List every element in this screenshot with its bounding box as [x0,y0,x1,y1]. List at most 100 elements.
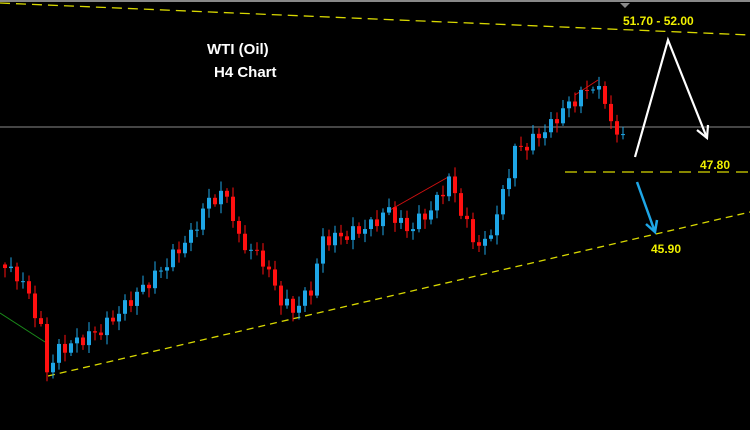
bearish-candle [459,188,463,220]
chart-shift-marker-icon[interactable] [620,3,630,8]
candle-body [615,121,619,135]
bullish-candle [447,173,451,202]
candle-body [45,323,49,373]
candle-body [411,229,415,232]
bullish-candle [117,306,121,331]
candle-body [27,281,31,294]
candle-body [555,119,559,124]
bullish-candle [87,322,91,353]
support-level-label: 47.80 [700,158,731,172]
candle-body [309,290,313,296]
candle-body [123,300,127,314]
bearish-candle [261,243,265,275]
bullish-candle [531,125,535,155]
candle-body [105,317,109,336]
bullish-candle [315,258,319,299]
candle-body [201,208,205,230]
bearish-candle [225,188,229,203]
candle-body [357,226,361,234]
candle-body [549,119,553,133]
bullish-candle [57,338,61,370]
candle-body [153,270,157,289]
bearish-candle [279,281,283,315]
bullish-candle [207,188,211,218]
bearish-candle [243,225,247,254]
bearish-candle [477,234,481,252]
candle-body [483,238,487,246]
lower-trendline[interactable] [47,211,750,377]
candle-body [387,207,391,213]
bullish-candle [105,311,109,345]
candle-body [543,132,547,139]
bearish-candle [213,194,217,207]
bearish-candle [231,187,235,228]
bullish-candle [123,294,127,321]
candle-body [429,210,433,220]
bullish-candle [165,258,169,279]
blue-arrow [635,181,659,235]
candle-body [423,213,427,220]
candle-body [609,103,613,122]
candle-body [495,214,499,236]
bullish-candle [51,354,55,379]
candle-body [33,293,37,319]
candle-body [39,318,43,324]
red-trendline[interactable] [389,175,451,211]
bullish-candle [369,217,373,237]
bullish-candle [597,76,601,99]
bearish-candle [81,334,85,350]
candle-body [9,266,13,269]
candle-body [321,236,325,264]
candle-body [219,190,223,205]
candle-body [477,242,481,246]
upper-trendline[interactable] [0,2,750,36]
green-trendline[interactable] [0,312,46,343]
candle-body [603,85,607,104]
candle-body [279,285,283,306]
bullish-candle [387,198,391,216]
candle-body [81,337,85,346]
candle-body [255,249,259,251]
bearish-candle [237,216,241,243]
candle-body [363,229,367,234]
bullish-candle [489,229,493,242]
bullish-candle [621,126,625,140]
bullish-candle [549,111,553,138]
bearish-candle [255,242,259,256]
bullish-candle [543,124,547,146]
candle-body [405,217,409,232]
candle-body [171,249,175,268]
bullish-candle [567,96,571,118]
bullish-candle [249,243,253,260]
candle-body [579,89,583,107]
bullish-candle [417,205,421,233]
candle-body [441,194,445,197]
candle-body [489,235,493,239]
candle-body [327,236,331,246]
candle-body [21,281,25,283]
candle-body [435,194,439,211]
bearish-candle [111,310,115,325]
candle-body [537,133,541,139]
white-arrow [633,36,710,158]
bearish-candle [375,210,379,232]
bearish-candle [39,310,43,327]
bullish-candle [21,272,25,289]
bullish-candle [411,222,415,240]
candle-body [345,236,349,240]
bullish-candle [171,244,175,272]
candle-body [333,232,337,246]
candle-body [393,207,397,223]
bearish-candle [309,281,313,305]
bearish-candle [357,222,361,238]
candle-body [189,229,193,243]
trendline-support-label: 45.90 [651,242,682,256]
candle-body [459,193,463,216]
bullish-candle [201,203,205,236]
candle-body [399,217,403,223]
bullish-candle [333,225,337,253]
bearish-candle [63,334,67,362]
candle-body [561,108,565,124]
candle-body [213,197,217,205]
